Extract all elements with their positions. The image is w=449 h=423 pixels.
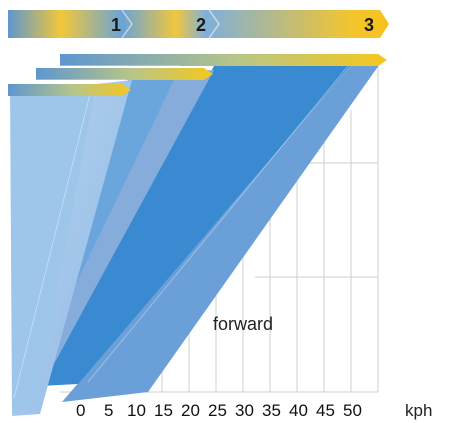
stage-3-label: 3 [364,15,374,35]
speed-band-left [10,84,96,414]
region-label: forward [213,314,273,334]
speed-tick: 25 [208,401,227,420]
speed-tick: 10 [127,401,146,420]
speed-band-main [40,64,352,386]
speed-tick: 45 [316,401,335,420]
speed-unit: kph [405,401,432,420]
speed-tick: 20 [181,401,200,420]
speed-tick: 0 [76,401,85,420]
speed-axis: 0 5 10 15 20 25 30 35 40 45 50 kph [76,401,432,420]
band-highlight [87,65,349,383]
gear-arrows [8,54,387,96]
stage-2-chevron [208,9,220,39]
speed-tick: 15 [154,401,173,420]
speed-bands [10,58,384,416]
gear-arrow-2 [36,68,213,80]
speed-tick: 35 [262,401,281,420]
speed-tick: 40 [289,401,308,420]
stage-1-chevron [121,9,133,39]
stage-bar: 1 2 3 [8,9,389,39]
gear-arrow-3 [60,54,387,66]
band-highlight [13,85,93,399]
gear-arrow-1 [8,84,131,96]
stage-2-label: 2 [196,15,206,35]
speed-band-3 [24,70,214,388]
speed-band-outer [62,58,384,402]
speed-tick: 5 [104,401,113,420]
speed-tick: 50 [343,401,362,420]
stage-bar-shape [8,10,389,38]
stage-1-label: 1 [111,15,121,35]
speed-tick: 30 [235,401,254,420]
